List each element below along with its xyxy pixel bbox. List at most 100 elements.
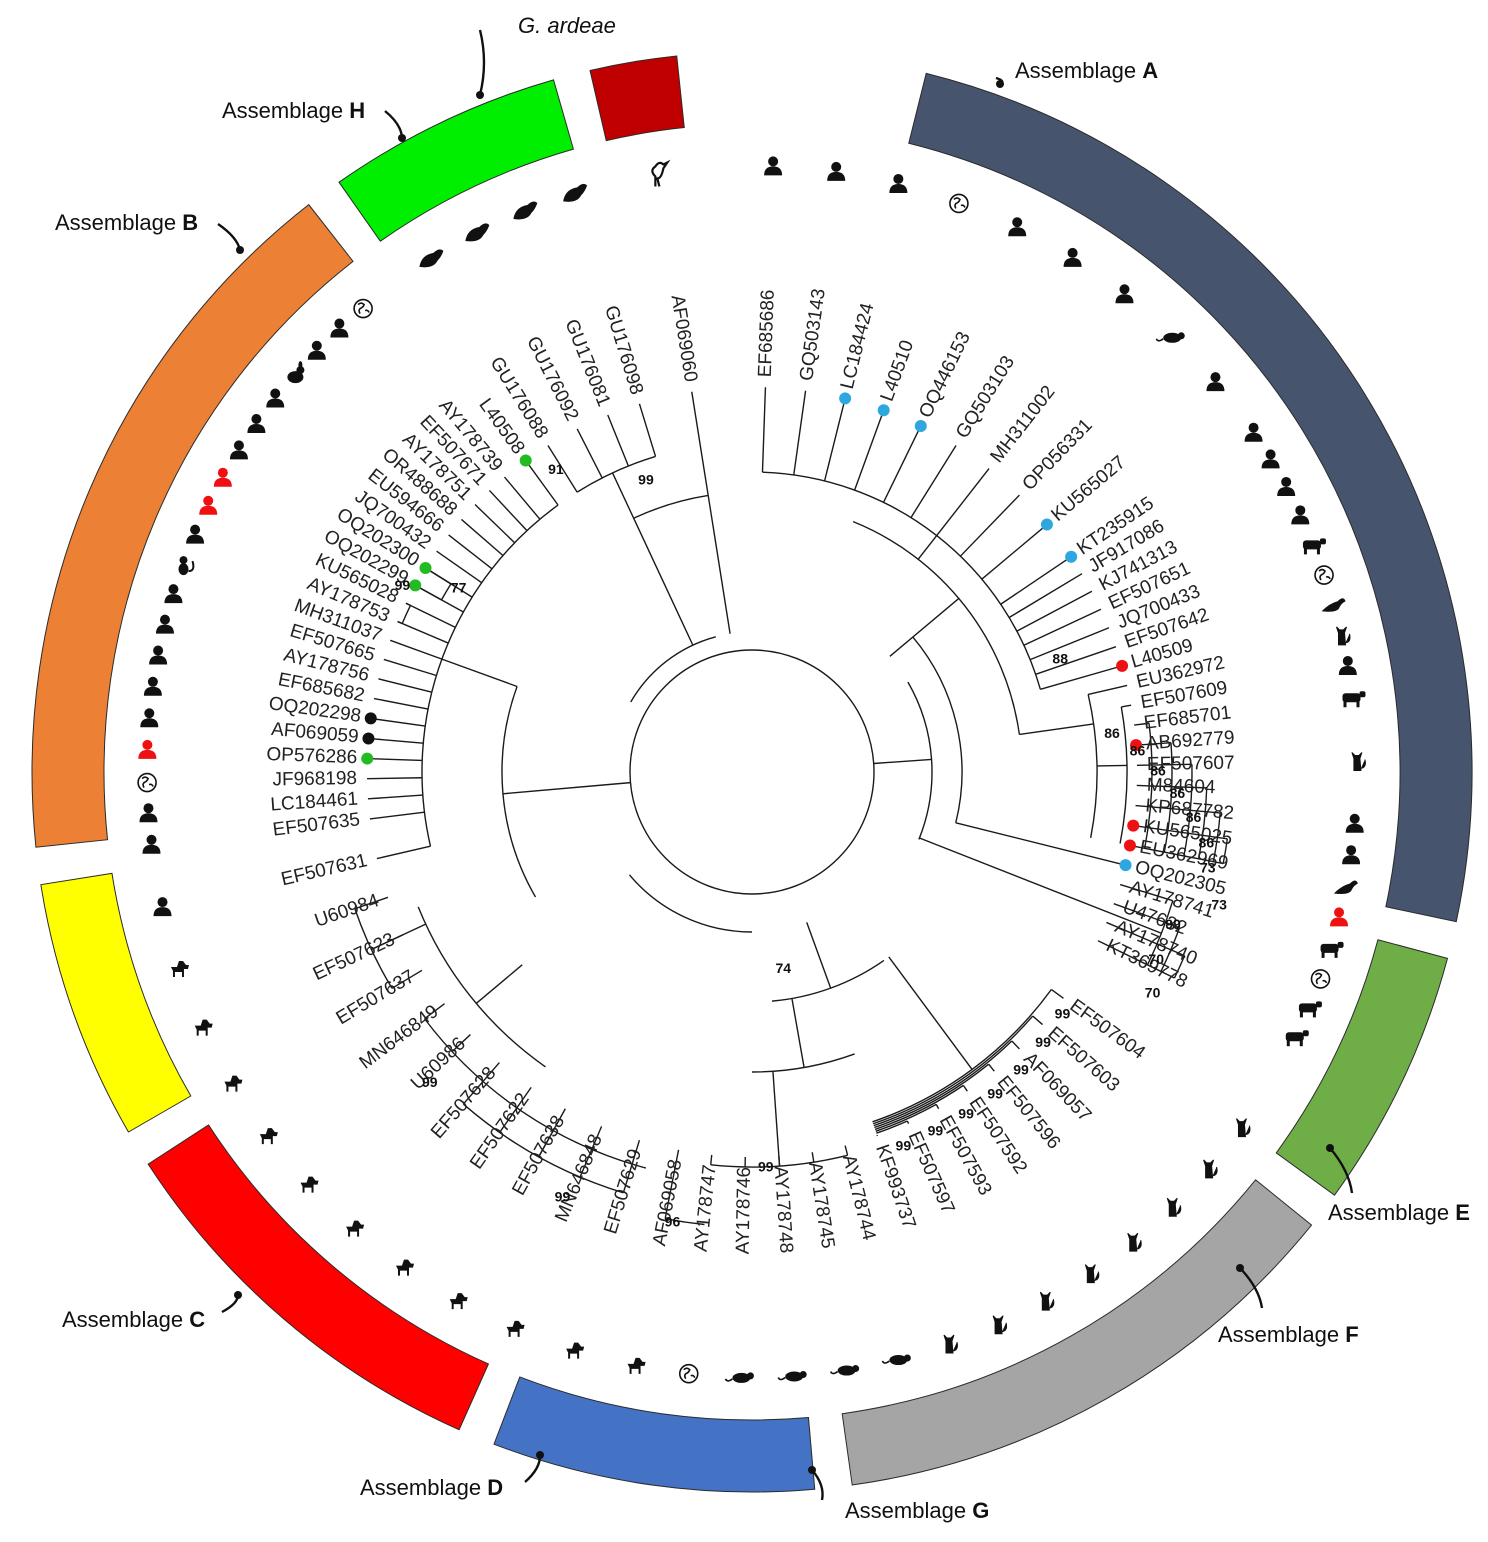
muskrat-icon xyxy=(465,223,490,242)
leaf-label: AY178746 xyxy=(733,1167,756,1255)
human-icon xyxy=(1291,505,1310,525)
assemblage-a-connector-dot xyxy=(996,80,1004,88)
cat-icon xyxy=(1084,1264,1100,1284)
bootstrap-value: 77 xyxy=(451,579,467,595)
world-icon xyxy=(949,193,969,214)
assemblage-b-label: Assemblage B xyxy=(55,210,198,235)
bootstrap-value: 99 xyxy=(758,1158,774,1174)
dog-icon xyxy=(300,1176,319,1193)
dog-icon xyxy=(566,1342,585,1359)
assemblage-g-label: Assemblage G xyxy=(845,1498,989,1523)
world-icon xyxy=(678,1363,699,1384)
dog-icon xyxy=(346,1220,365,1237)
assemblage-label-prefix: Assemblage xyxy=(62,1307,189,1332)
bootstrap-value: 99 xyxy=(422,1074,438,1090)
leaf-EF507623: EF507623 xyxy=(194,929,398,1036)
human-icon xyxy=(140,708,159,728)
tree-branches xyxy=(354,387,1229,1226)
cat-icon xyxy=(943,1334,958,1354)
bootstrap-value: 99 xyxy=(555,1188,571,1204)
bootstrap-value: 88 xyxy=(1052,651,1068,667)
leaf-label: JF968198 xyxy=(272,768,357,790)
leaf-label: U60986 xyxy=(407,1033,470,1094)
leaf-MN646848: MN646848 xyxy=(506,1131,607,1337)
cow-icon xyxy=(1285,1030,1309,1047)
human-icon xyxy=(139,803,158,823)
assemblage-d-band xyxy=(147,1124,490,1431)
leaf-label: EF507607 xyxy=(1147,753,1235,776)
assemblage-d-connector-dot xyxy=(536,1451,544,1459)
human-icon xyxy=(1345,813,1364,833)
bootstrap-value: 99 xyxy=(1035,1034,1051,1050)
leaf-marker-blue xyxy=(839,392,852,405)
human-icon xyxy=(1342,845,1361,865)
leaf-marker-green xyxy=(361,752,374,765)
assemblage-label-letter: B xyxy=(182,210,198,235)
bootstrap-value: 99 xyxy=(1013,1061,1029,1077)
leaf-marker-black xyxy=(362,732,375,745)
assemblage-b-band xyxy=(31,203,354,848)
bootstrap-value: 73 xyxy=(1211,897,1227,913)
leaf-label: AY178748 xyxy=(770,1165,797,1254)
dog-icon xyxy=(224,1075,243,1092)
rodent-icon xyxy=(724,1372,754,1383)
dog-icon xyxy=(170,960,189,977)
monkey-icon xyxy=(178,556,195,576)
human-icon xyxy=(1008,217,1027,237)
leaf-GQ503103: GQ503103 xyxy=(952,247,1082,442)
seal-icon xyxy=(1321,598,1346,612)
leaf-marker-green xyxy=(409,579,422,592)
assemblage-f-label: Assemblage F xyxy=(1218,1322,1359,1347)
leaf-KT369778: KT369778 xyxy=(1103,935,1309,1047)
human-icon xyxy=(1206,372,1225,392)
leaf-marker-red xyxy=(1123,839,1136,852)
human-icon xyxy=(889,173,908,193)
rodent-icon xyxy=(829,1365,860,1376)
leaf-EF507638: EF507638 xyxy=(449,1112,569,1310)
leaf-label: LC184424 xyxy=(837,301,879,392)
cat-icon xyxy=(1235,1118,1251,1138)
leaf-LC184461: LC184461 xyxy=(139,789,359,823)
assemblage-h-label: Assemblage H xyxy=(222,98,365,123)
bootstrap-value: 86 xyxy=(1104,725,1120,741)
rodent-icon xyxy=(1155,332,1185,343)
leaf-marker-blue xyxy=(914,419,927,432)
assemblage-label-letter: A xyxy=(1142,58,1158,83)
assemblage-label-prefix: Assemblage xyxy=(1328,1200,1455,1225)
assemblage-h-connector xyxy=(384,110,404,139)
leaf-label: AF069060 xyxy=(667,294,701,384)
dog-icon xyxy=(627,1357,646,1374)
cat-icon xyxy=(992,1315,1008,1335)
assemblage-ardeae-label: G. ardeae xyxy=(518,13,616,38)
leaf-label: AY178744 xyxy=(838,1153,880,1243)
cow-icon xyxy=(1298,1001,1322,1018)
heron-icon xyxy=(651,159,671,187)
bootstrap-value: 99 xyxy=(1165,916,1181,932)
assemblage-label-letter: F xyxy=(1345,1322,1358,1347)
dog-icon xyxy=(259,1128,278,1145)
muskrat-icon xyxy=(563,183,588,202)
assemblage-label-letter: E xyxy=(1455,1200,1470,1225)
leaf-label: AY178745 xyxy=(804,1160,838,1250)
human-icon xyxy=(1277,476,1296,496)
bootstrap-value: 99 xyxy=(987,1085,1003,1101)
assemblage-b-connector-dot xyxy=(236,246,244,254)
chinchilla-icon xyxy=(287,361,305,384)
bootstrap-value: 73 xyxy=(1200,860,1216,876)
human-icon xyxy=(164,584,183,604)
assemblage-e-connector xyxy=(1329,1147,1354,1194)
assemblage-h-connector-dot xyxy=(398,134,406,142)
leaf-label: AF069058 xyxy=(649,1158,686,1248)
leaf-EF685686: EF685686 xyxy=(755,156,783,378)
leaf-marker-red xyxy=(1127,819,1140,832)
leaf-JF968198: JF968198 xyxy=(137,768,357,793)
assemblage-a-band xyxy=(908,72,1473,923)
human-icon xyxy=(143,676,162,696)
bootstrap-value: 86 xyxy=(1130,743,1146,759)
human-icon xyxy=(1261,449,1280,469)
assemblage-label-prefix: Assemblage xyxy=(360,1475,487,1500)
assemblage-f-band xyxy=(841,1179,1313,1486)
assemblage-ardeae-connector xyxy=(478,29,486,96)
